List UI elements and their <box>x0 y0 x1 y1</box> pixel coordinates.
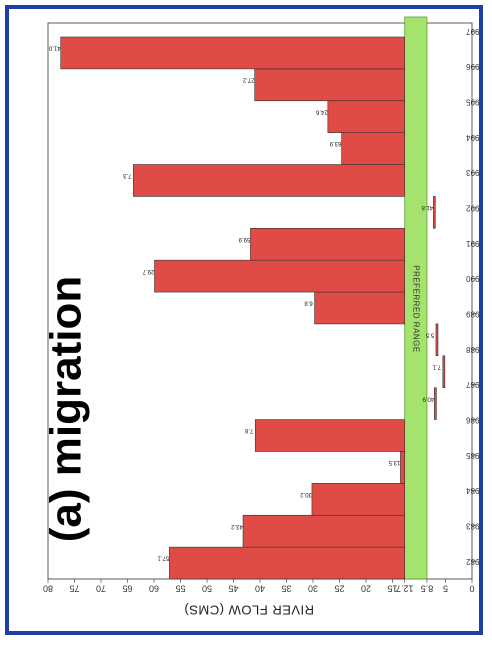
bar-data-label: 63.9 <box>329 140 341 146</box>
value-tick-label: 5 <box>443 584 448 594</box>
bar <box>250 228 404 260</box>
bar-data-label: 7.1 <box>432 363 441 369</box>
axis-title: RIVER FLOW (CMS) <box>184 603 314 618</box>
value-tick-label: 15 <box>387 584 397 594</box>
value-tick-label: 60 <box>149 584 159 594</box>
bar-data-label: 5.5 <box>425 332 434 338</box>
year-label: 1995 <box>466 98 479 107</box>
value-tick-label: 25 <box>334 584 344 594</box>
bar-data-label: 57.1 <box>157 555 169 561</box>
year-label: 1994 <box>466 133 479 142</box>
chart-frame: 1982 1983 1984 1985 1986 1987 1988 1989 1990 1991… <box>5 5 483 635</box>
bar <box>312 483 405 515</box>
year-label: 1992 <box>466 204 479 213</box>
bar-data-label: 27.2 <box>242 76 254 82</box>
bar <box>400 451 404 483</box>
year-label: 1996 <box>466 62 479 71</box>
river-flow-chart: 1982 1983 1984 1985 1986 1987 1988 1989 1990 1991… <box>9 9 479 631</box>
bar <box>443 356 445 388</box>
year-label: 1989 <box>466 310 479 319</box>
bar-data-label: 24.6 <box>315 108 327 114</box>
value-tick-label: 12.7 <box>396 584 414 594</box>
bar-data-label: 41.8 <box>421 204 433 210</box>
bar-data-label: 6.8 <box>304 300 313 306</box>
bar-data-label: 7.8 <box>244 427 253 433</box>
preferred-range-label: PREFERRED RANGE <box>412 265 421 353</box>
value-tick-label: 45 <box>228 584 238 594</box>
year-label: 1993 <box>466 168 479 177</box>
bar <box>255 420 404 452</box>
bar-data-label: 30.2 <box>299 491 311 497</box>
year-label: 1985 <box>466 451 479 460</box>
bar-data-label: 29.7 <box>142 268 154 274</box>
value-tick-label: 55 <box>175 584 185 594</box>
year-label: 1984 <box>466 486 479 495</box>
bar <box>328 101 405 133</box>
value-tick-label: 30 <box>308 584 318 594</box>
bar <box>61 37 405 69</box>
value-tick-label: 0 <box>469 584 474 594</box>
value-tick-label: 80 <box>43 584 53 594</box>
bar <box>243 515 405 547</box>
bar <box>436 324 438 356</box>
bar-data-label: 40.9 <box>422 395 434 401</box>
year-label: 1988 <box>466 345 479 354</box>
year-label: 1983 <box>466 522 479 531</box>
year-label: 1997 <box>466 27 479 36</box>
bar <box>133 165 404 197</box>
value-tick-label: 75 <box>69 584 79 594</box>
year-label: 1991 <box>466 239 479 248</box>
year-label: 1986 <box>466 416 479 425</box>
value-tick-label: 20 <box>361 584 371 594</box>
year-label: 1990 <box>466 274 479 283</box>
bar <box>433 196 435 228</box>
value-tick-label: 50 <box>202 584 212 594</box>
bar <box>342 133 405 165</box>
bar <box>434 388 436 420</box>
value-tick-label: 35 <box>281 584 291 594</box>
bar <box>255 69 405 101</box>
overlay-title: (a) migration <box>42 276 91 542</box>
bar <box>169 547 404 579</box>
bar <box>315 292 405 324</box>
value-tick-label: 65 <box>122 584 132 594</box>
year-label: 1987 <box>466 380 479 389</box>
bar <box>155 260 405 292</box>
bar-data-label: 43.2 <box>231 523 243 529</box>
value-tick-label: 70 <box>96 584 106 594</box>
bar-data-label: 7.3 <box>122 172 131 178</box>
bar-data-label: 41.0 <box>48 45 60 51</box>
value-tick-label: 40 <box>255 584 265 594</box>
bar-data-label: 59.9 <box>238 236 250 242</box>
value-tick-label: 8.5 <box>421 584 434 594</box>
bar-data-label: 13.5 <box>388 459 400 465</box>
year-label: 1982 <box>466 557 479 566</box>
